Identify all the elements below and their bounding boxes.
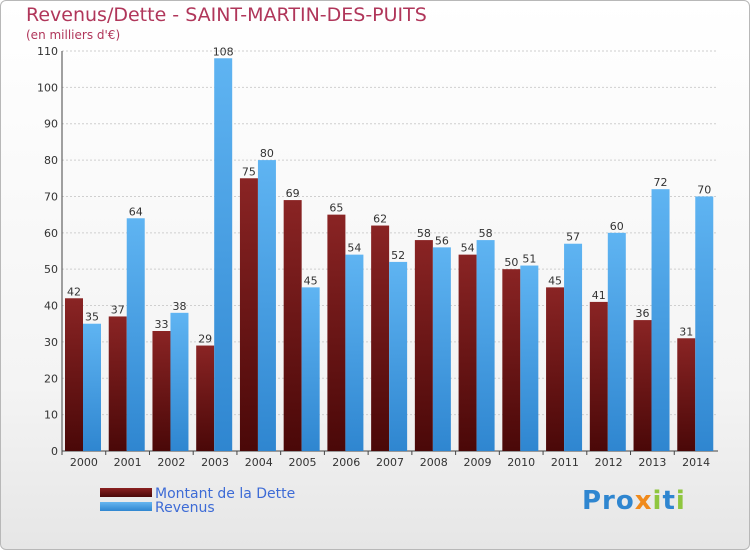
x-tick-label: 2002 (157, 456, 185, 469)
bar-dette (633, 320, 652, 451)
x-tick-label: 2010 (507, 456, 535, 469)
bar-dette (502, 269, 521, 451)
bar-dette (327, 214, 346, 451)
data-label: 42 (67, 285, 81, 298)
bar-revenus (432, 247, 451, 451)
data-label: 54 (347, 242, 361, 255)
bar-dette (546, 287, 565, 451)
data-label: 56 (435, 234, 449, 247)
y-tick-label: 50 (44, 263, 58, 276)
y-tick-label: 60 (44, 227, 58, 240)
bar-revenus (214, 58, 233, 451)
x-tick-label: 2000 (70, 456, 98, 469)
legend-swatch-dette (100, 488, 152, 497)
bar-revenus (607, 232, 626, 451)
bar-revenus (83, 323, 101, 451)
chart-title: Revenus/Dette - SAINT-MARTIN-DES-PUITS (26, 4, 427, 26)
bar-dette (414, 240, 433, 451)
x-tick-label: 2006 (332, 456, 360, 469)
x-tick-label: 2013 (638, 456, 666, 469)
data-label: 33 (154, 318, 168, 331)
data-label: 36 (636, 307, 650, 320)
bar-revenus (651, 189, 670, 451)
data-label: 57 (566, 231, 580, 244)
y-tick-label: 20 (44, 372, 58, 385)
data-label: 45 (548, 274, 562, 287)
data-label: 58 (479, 227, 493, 240)
bar-revenus (345, 254, 364, 451)
bar-dette (152, 331, 171, 451)
bar-revenus (695, 196, 714, 451)
y-tick-label: 0 (51, 445, 58, 458)
data-label: 41 (592, 289, 606, 302)
bar-revenus (170, 312, 189, 451)
data-label: 35 (85, 311, 99, 324)
bar-dette (239, 178, 258, 452)
bar-revenus (301, 287, 320, 451)
data-label: 38 (172, 300, 186, 313)
bar-revenus (476, 240, 495, 451)
data-label: 69 (286, 187, 300, 200)
data-label: 37 (111, 303, 125, 316)
x-tick-label: 2009 (463, 456, 491, 469)
bar-revenus (520, 265, 539, 451)
y-tick-label: 30 (44, 336, 58, 349)
y-tick-label: 10 (44, 409, 58, 422)
bar-revenus (126, 218, 145, 451)
bar-dette (589, 301, 608, 451)
data-label: 75 (242, 165, 256, 178)
x-tick-label: 2008 (420, 456, 448, 469)
y-tick-label: 100 (37, 81, 58, 94)
bar-dette (196, 345, 215, 451)
data-label: 29 (198, 333, 212, 346)
x-tick-label: 2014 (682, 456, 710, 469)
y-tick-label: 80 (44, 154, 58, 167)
y-tick-label: 40 (44, 300, 58, 313)
legend-label-dette: Montant de la Dette (155, 486, 296, 502)
bar-dette (458, 254, 477, 451)
x-tick-label: 2005 (289, 456, 317, 469)
chart-subtitle: (en milliers d'€) (26, 28, 121, 42)
data-label: 52 (391, 249, 405, 262)
y-tick-label: 70 (44, 190, 58, 203)
data-label: 65 (329, 202, 343, 215)
bar-dette (65, 298, 83, 451)
bar-revenus (257, 160, 276, 451)
legend-swatch-revenus (100, 502, 152, 511)
bar-revenus (564, 243, 583, 451)
x-tick-label: 2003 (201, 456, 229, 469)
legend-label-revenus: Revenus (155, 500, 215, 516)
data-label: 51 (522, 253, 536, 266)
bar-dette (371, 225, 390, 451)
data-label: 50 (504, 256, 518, 269)
data-label: 45 (304, 274, 318, 287)
bar-dette (108, 316, 127, 451)
proxiti-logo: Proxiti (582, 486, 686, 516)
x-tick-label: 2004 (245, 456, 273, 469)
data-label: 60 (610, 220, 624, 233)
bar-dette (677, 338, 696, 451)
x-tick-label: 2011 (551, 456, 579, 469)
data-label: 54 (461, 242, 475, 255)
data-label: 58 (417, 227, 431, 240)
bar-dette (283, 200, 302, 451)
data-label: 80 (260, 147, 274, 160)
x-tick-label: 2007 (376, 456, 404, 469)
y-tick-label: 90 (44, 118, 58, 131)
x-tick-label: 2001 (114, 456, 142, 469)
data-label: 62 (373, 213, 387, 226)
data-label: 64 (129, 205, 143, 218)
data-label: 108 (213, 45, 234, 58)
y-tick-label: 110 (37, 45, 58, 58)
data-label: 31 (679, 325, 693, 338)
x-tick-label: 2012 (595, 456, 623, 469)
bar-revenus (389, 261, 408, 451)
data-label: 72 (654, 176, 668, 189)
data-label: 70 (697, 183, 711, 196)
